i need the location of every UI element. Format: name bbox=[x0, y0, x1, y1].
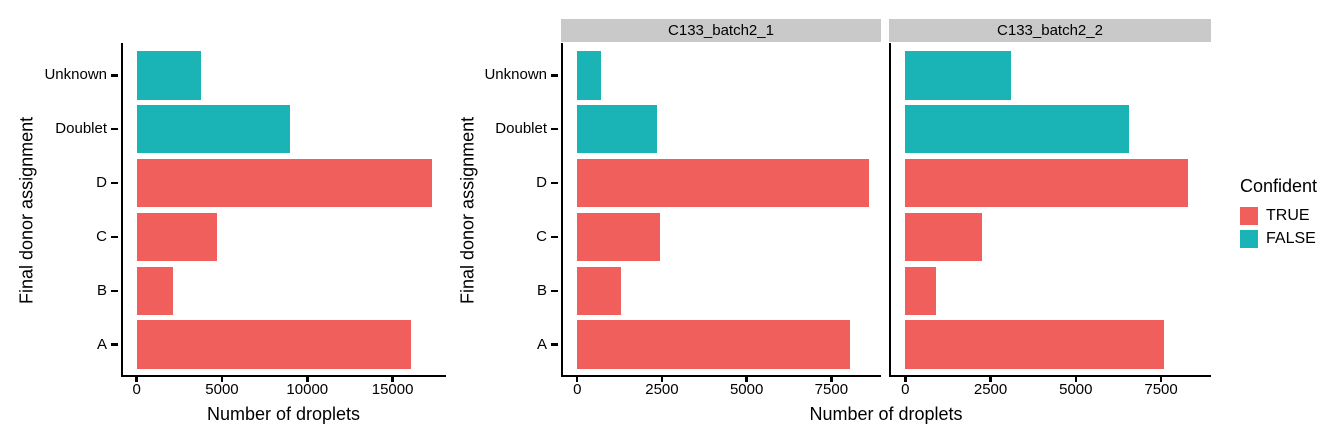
y-tick-label: D bbox=[96, 174, 107, 192]
x-axis-title-facets: Number of droplets bbox=[809, 404, 963, 424]
bar-c bbox=[905, 212, 983, 262]
legend-item-true: TRUE bbox=[1240, 207, 1317, 225]
facet-strip-batch2-label: C133_batch2_2 bbox=[997, 22, 1103, 39]
legend-label-false: FALSE bbox=[1266, 230, 1316, 247]
bar-d bbox=[577, 158, 869, 208]
x-tick bbox=[989, 374, 992, 382]
x-tick bbox=[135, 374, 138, 382]
y-tick bbox=[551, 127, 558, 131]
y-tick bbox=[111, 74, 118, 77]
facet-strip-batch1: C133_batch2_1 bbox=[561, 19, 881, 42]
y-tick-label: A bbox=[96, 335, 107, 353]
x-tick bbox=[745, 374, 748, 382]
y-tick-label: Unknown bbox=[44, 66, 107, 84]
x-tick bbox=[830, 374, 833, 382]
y-tick bbox=[111, 289, 118, 293]
panel-batch1: Unknown Doublet D C B A 0 2500 5000 7500 bbox=[484, 43, 881, 398]
bar-c bbox=[577, 212, 661, 262]
x-tick-label: 5000 bbox=[205, 381, 239, 398]
bar-unknown bbox=[905, 51, 1012, 100]
panel-batch2: 0 2500 5000 7500 bbox=[889, 43, 1211, 398]
y-tick bbox=[551, 74, 558, 77]
y-tick bbox=[551, 181, 558, 185]
x-tick bbox=[660, 374, 664, 382]
y-tick bbox=[111, 343, 118, 346]
bar-doublet bbox=[136, 104, 291, 154]
x-tick bbox=[575, 374, 579, 382]
facet-strip-batch1-label: C133_batch2_1 bbox=[668, 22, 774, 39]
y-axis-title-combined: Final donor assignment bbox=[16, 116, 37, 304]
y-tick bbox=[551, 235, 558, 239]
x-axis-title-combined: Number of droplets bbox=[206, 404, 361, 424]
legend-title: Confident bbox=[1240, 176, 1318, 196]
x-tick-label: 7500 bbox=[814, 381, 849, 398]
y-tick-label: C bbox=[96, 227, 107, 245]
bar-d bbox=[905, 158, 1189, 208]
bar-a bbox=[905, 320, 1165, 369]
legend-swatch-true-icon bbox=[1240, 207, 1258, 225]
y-tick bbox=[111, 181, 118, 185]
bar-d bbox=[136, 158, 432, 208]
y-tick bbox=[551, 289, 558, 293]
x-tick bbox=[1074, 374, 1078, 382]
x-tick-label: 0 bbox=[573, 381, 582, 398]
bar-a bbox=[136, 320, 412, 369]
legend-item-false: FALSE bbox=[1240, 230, 1317, 248]
y-tick-label: A bbox=[536, 335, 547, 353]
x-tick bbox=[904, 374, 907, 382]
y-tick-label: Doublet bbox=[495, 120, 547, 138]
x-tick bbox=[1159, 374, 1163, 382]
bar-a bbox=[577, 320, 850, 369]
x-tick-label: 5000 bbox=[1059, 381, 1093, 398]
facet-strip-batch2: C133_batch2_2 bbox=[889, 19, 1211, 42]
y-axis-title-facets: Final donor assignment bbox=[457, 116, 478, 304]
x-tick-label: 10000 bbox=[286, 381, 329, 398]
y-tick-label: B bbox=[96, 281, 107, 299]
bar-doublet bbox=[905, 104, 1129, 154]
y-tick bbox=[551, 343, 558, 346]
x-tick bbox=[391, 374, 394, 382]
bar-doublet bbox=[577, 104, 657, 154]
bar-unknown bbox=[136, 51, 202, 100]
x-tick-label: 0 bbox=[132, 381, 141, 398]
x-tick-label: 2500 bbox=[973, 381, 1008, 398]
x-tick-label: 7500 bbox=[1144, 381, 1178, 398]
legend-label-true: TRUE bbox=[1266, 207, 1310, 224]
y-tick-label: B bbox=[536, 281, 547, 299]
x-tick bbox=[220, 374, 224, 382]
legend-swatch-false-icon bbox=[1240, 230, 1258, 248]
bar-b bbox=[577, 266, 622, 316]
y-tick bbox=[111, 127, 118, 131]
y-tick-label: Doublet bbox=[55, 120, 107, 138]
bar-c bbox=[136, 212, 217, 262]
x-tick-label: 0 bbox=[901, 381, 910, 398]
y-tick-label: D bbox=[536, 174, 547, 192]
y-tick bbox=[111, 235, 118, 239]
legend: Confident TRUE FALSE bbox=[1240, 176, 1317, 253]
x-tick bbox=[306, 374, 309, 382]
x-tick-label: 2500 bbox=[645, 381, 679, 398]
x-tick-label: 5000 bbox=[729, 381, 764, 398]
y-tick-label: C bbox=[536, 227, 547, 245]
y-tick-label: Unknown bbox=[484, 66, 547, 84]
panel-combined: Unknown Doublet D C B A 0 5000 10000 15000 bbox=[44, 43, 446, 398]
x-tick-label: 15000 bbox=[371, 381, 414, 398]
bar-unknown bbox=[577, 51, 601, 100]
bar-b bbox=[136, 266, 174, 316]
bar-b bbox=[905, 266, 936, 316]
